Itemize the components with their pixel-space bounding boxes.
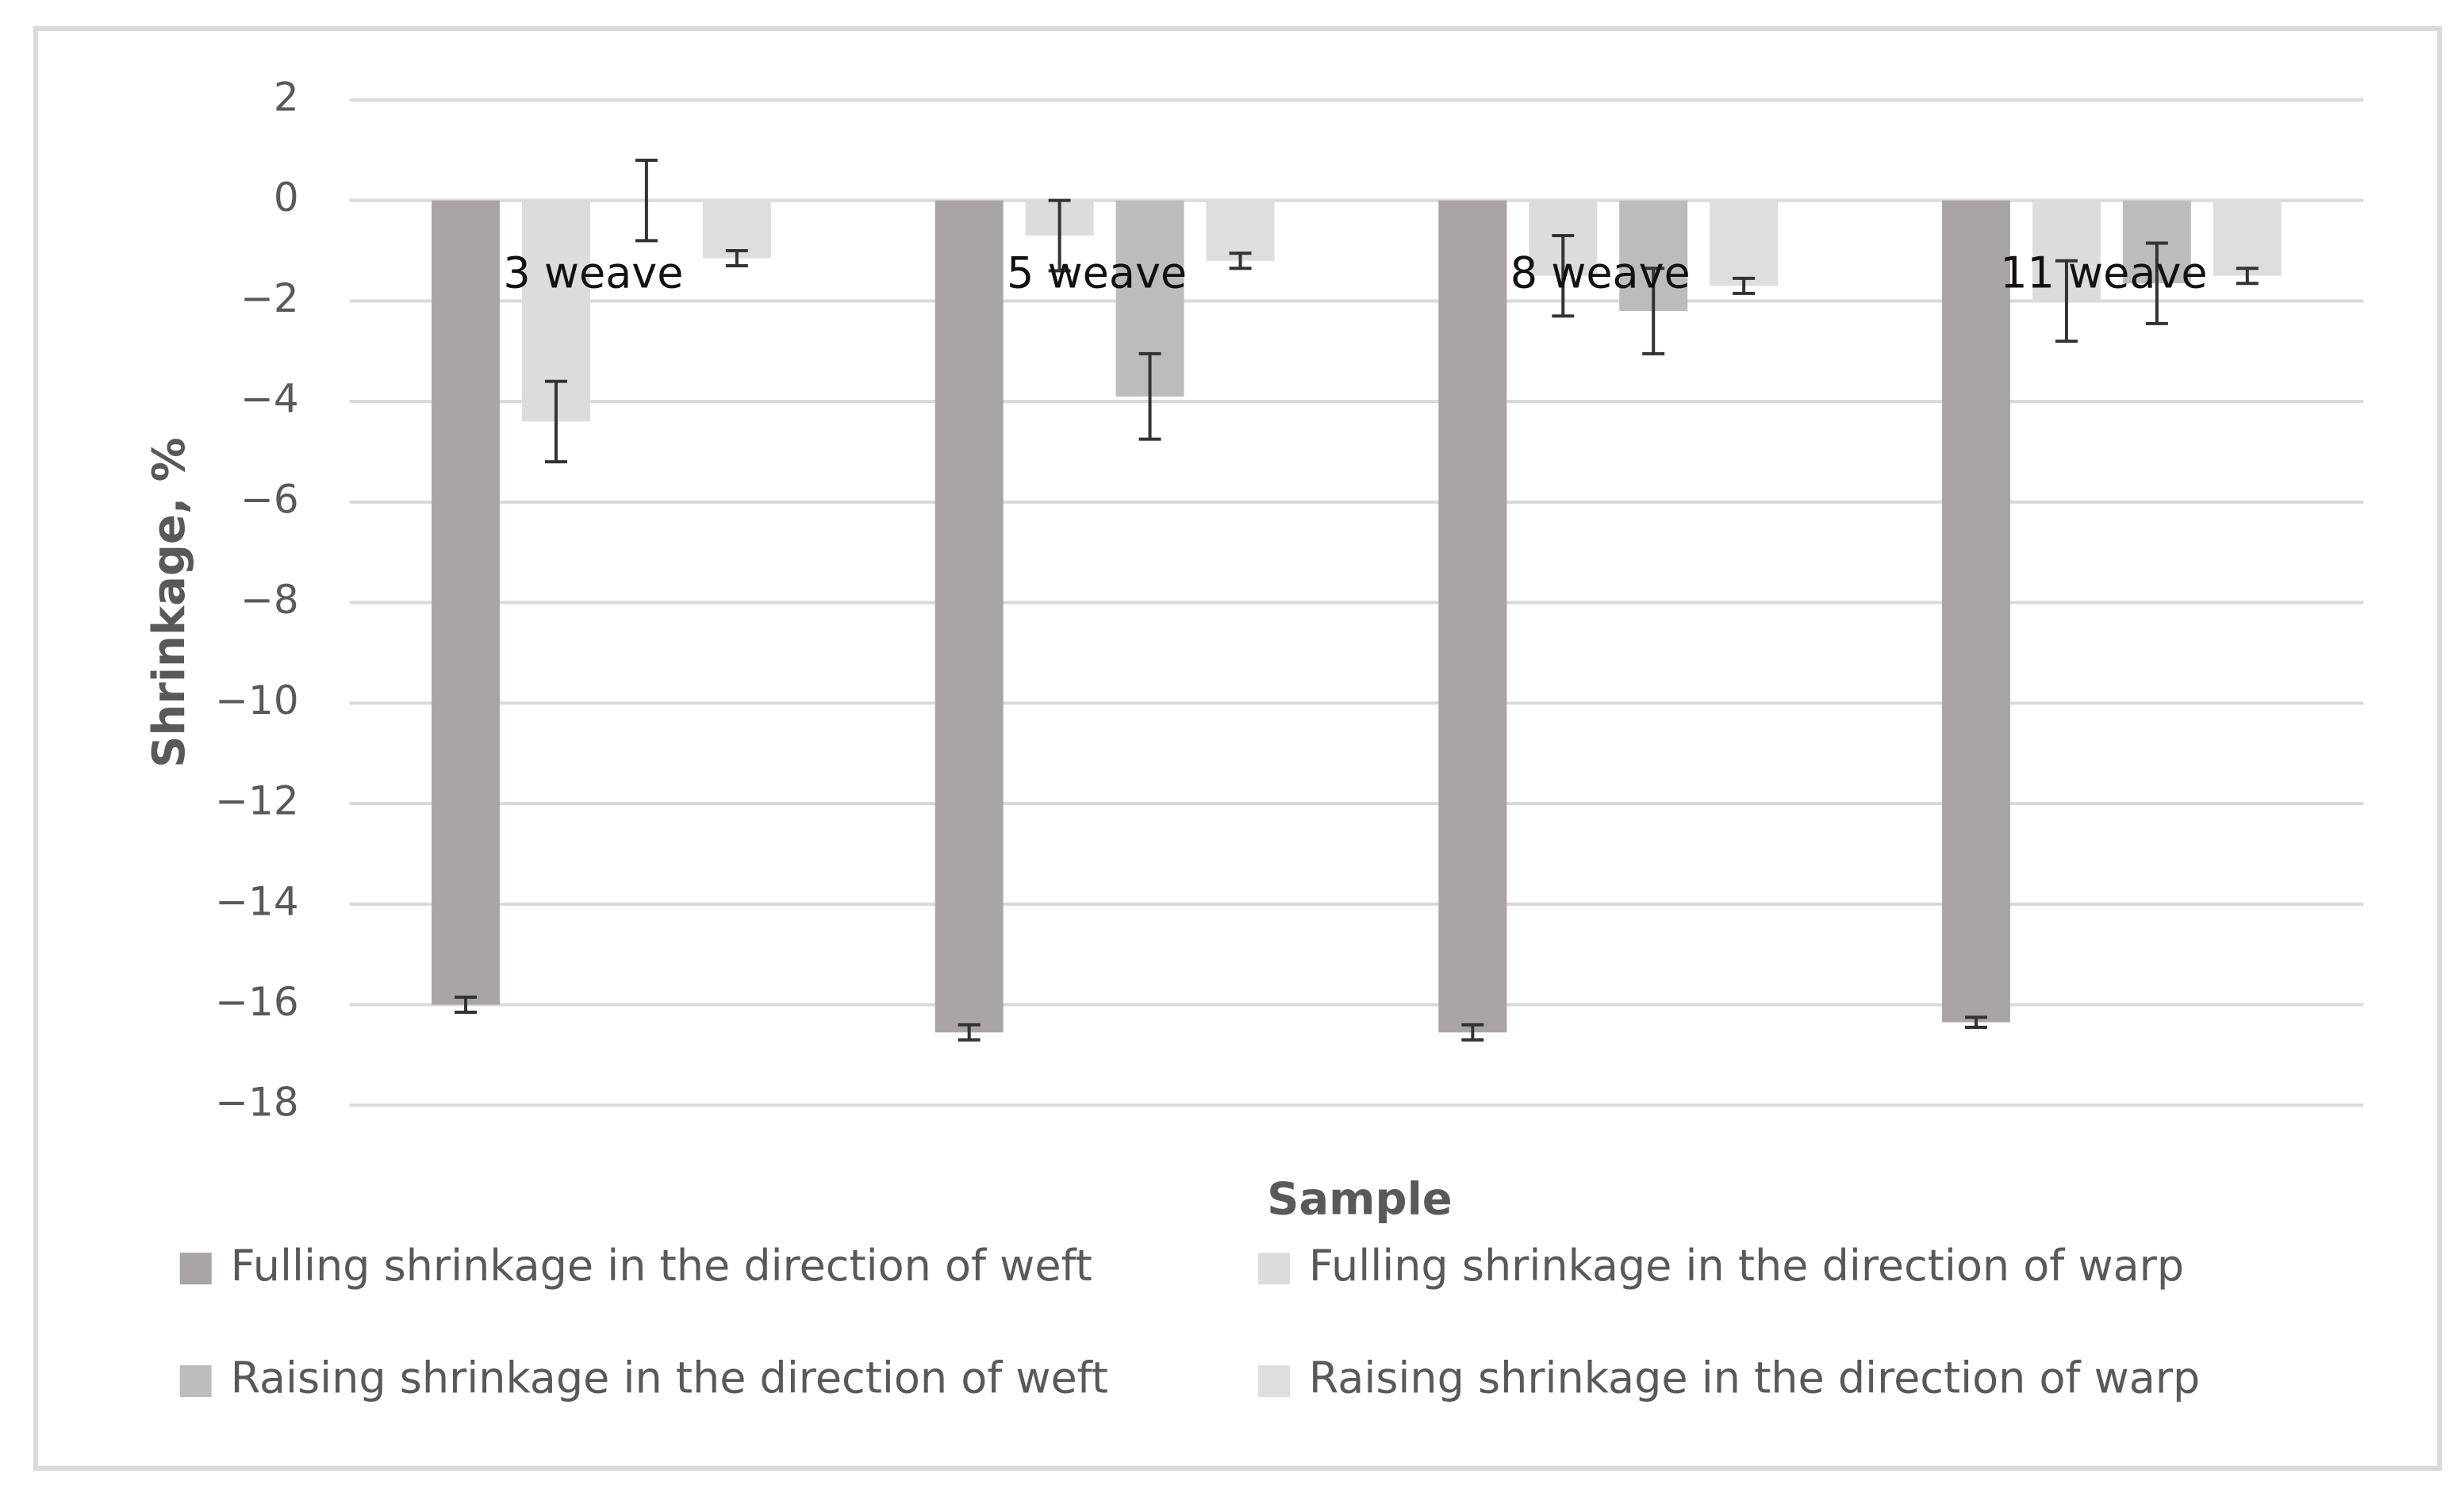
error-bar	[1733, 276, 1756, 295]
bar	[1206, 200, 1275, 261]
error-bar	[1138, 351, 1161, 441]
y-tick-label: 2	[274, 74, 299, 120]
legend-label: Raising shrinkage in the direction of wa…	[1309, 1353, 2200, 1403]
error-bar	[958, 1023, 981, 1042]
y-axis-title: Shrinkage, %	[144, 437, 195, 768]
legend-swatch	[179, 1365, 212, 1398]
legend-swatch	[1257, 1365, 1290, 1398]
y-tick-label: −16	[215, 979, 298, 1025]
error-bar	[635, 158, 658, 243]
legend-swatch	[179, 1253, 212, 1285]
y-tick-label: −18	[215, 1080, 298, 1126]
y-tick-label: −8	[240, 577, 299, 623]
error-bar	[2236, 267, 2259, 286]
y-tick-label: −4	[240, 376, 299, 422]
error-bar	[725, 249, 748, 268]
x-axis-title: Sample	[1267, 1173, 1453, 1225]
category-label: 8 weave	[1510, 248, 1691, 297]
legend-label: Fulling shrinkage in the direction of wa…	[1309, 1241, 2184, 1291]
category-label: 11 weave	[2000, 248, 2207, 297]
error-bar	[1461, 1023, 1484, 1042]
y-tick-label: −14	[215, 878, 298, 924]
error-bar	[2055, 259, 2078, 343]
y-tick-label: −6	[240, 476, 299, 522]
bar	[935, 200, 1004, 1033]
legend-label: Raising shrinkage in the direction of we…	[231, 1353, 1108, 1403]
bar	[702, 200, 771, 259]
error-bar	[1965, 1015, 1987, 1030]
error-bar	[1642, 267, 1665, 355]
error-bar	[2145, 241, 2168, 325]
legend-swatch	[1257, 1253, 1290, 1285]
error-bar	[1048, 198, 1071, 273]
category-label: 5 weave	[1007, 248, 1187, 297]
error-bar	[544, 379, 567, 464]
bar	[1710, 200, 1779, 286]
bar	[1942, 200, 2010, 1023]
error-bar	[455, 996, 478, 1015]
y-tick-label: 0	[274, 175, 299, 221]
category-label: 3 weave	[503, 248, 683, 297]
y-tick-label: −12	[215, 778, 298, 824]
error-bar	[1552, 234, 1575, 318]
bar	[432, 200, 500, 1005]
legend-label: Fulling shrinkage in the direction of we…	[231, 1241, 1092, 1291]
bar	[1438, 200, 1507, 1033]
bar	[2213, 200, 2282, 276]
y-tick-label: −10	[215, 677, 298, 723]
error-bar	[1229, 251, 1252, 271]
y-tick-label: −2	[240, 275, 299, 321]
